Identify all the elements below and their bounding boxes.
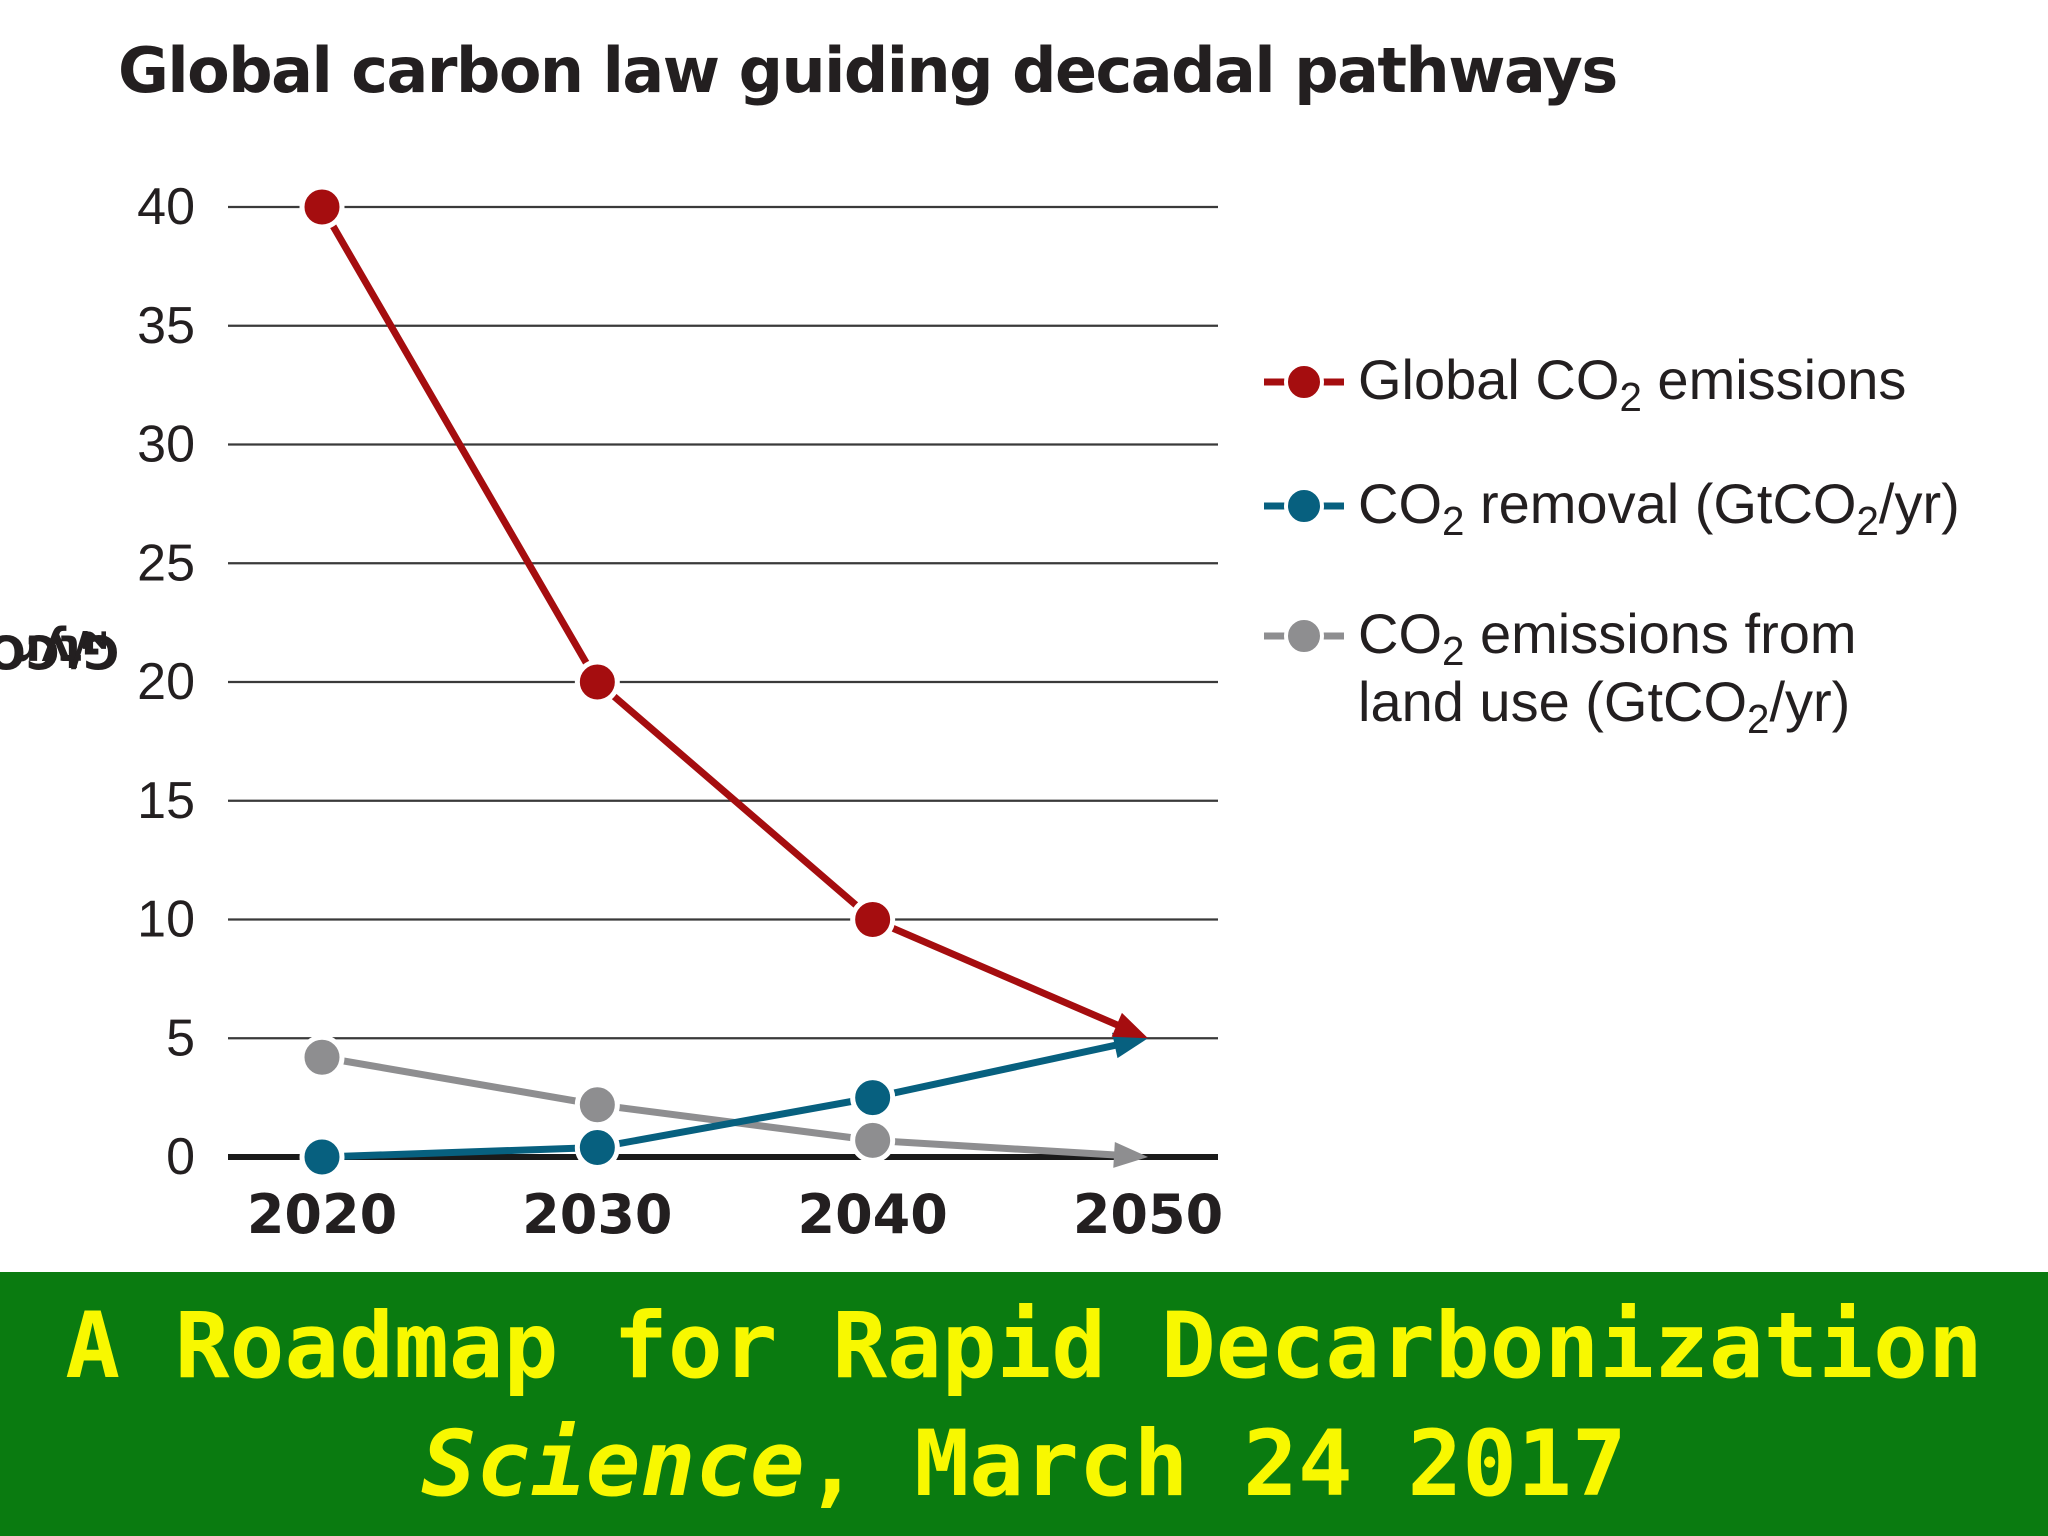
banner-headline: A Roadmap for Rapid Decarbonization (65, 1294, 1983, 1399)
banner-journal: Science (421, 1412, 805, 1517)
legend-label-part: emissions from (1464, 602, 1857, 665)
legend-label-part: CO (1358, 602, 1442, 665)
legend-label-line: land use (GtCO2/yr) (1358, 668, 1857, 739)
y-tick-label-25: 25 (137, 534, 195, 592)
y-tick-label-15: 15 (137, 772, 195, 830)
y-tick-label-35: 35 (137, 297, 195, 355)
chart-title: Global carbon law guiding decadal pathwa… (118, 34, 1618, 107)
legend-label-part: land use (GtCO (1358, 670, 1748, 733)
legend-label-part: /yr) (1878, 472, 1960, 535)
line-chart: 0 5 10 15 20 25 30 35 40 2020 2030 2040 2050 (137, 178, 1223, 1246)
y-tick-label-40: 40 (137, 178, 195, 236)
legend-swatch-marker-2 (1284, 616, 1324, 656)
legend-label-part: emissions (1641, 348, 1907, 411)
series-2-point-2020 (299, 1034, 345, 1080)
series-1-segment-0 (321, 1144, 598, 1161)
series-2-arrowhead (1113, 1141, 1148, 1168)
y-tick-label-10: 10 (137, 891, 195, 949)
series-1-segment-1 (596, 1094, 874, 1151)
series-0-point-2030 (574, 659, 620, 705)
series-2-point-2040 (850, 1117, 896, 1163)
legend-swatch-2 (1264, 616, 1344, 656)
series-0-segment-2 (871, 916, 1132, 1034)
banner-date: , March 24 2017 (804, 1412, 1627, 1517)
legend-label-line: CO2 removal (GtCO2/yr) (1358, 470, 1960, 541)
legend-swatch-marker-0 (1284, 362, 1324, 402)
y-tick-label-0: 0 (166, 1128, 195, 1186)
y-tick-label-20: 20 (137, 653, 195, 711)
series-0-segment-0 (318, 205, 601, 684)
series-1-point-2030 (574, 1125, 620, 1170)
x-tick-label-2030: 2030 (522, 1183, 672, 1246)
legend-label-part: removal (GtCO (1464, 472, 1857, 535)
legend-label-part: 2 (1442, 628, 1465, 675)
x-tick-label-2040: 2040 (798, 1183, 948, 1246)
x-tick-label-2050: 2050 (1073, 1183, 1223, 1246)
banner-citation: Science, March 24 2017 (0, 1410, 2048, 1520)
series-2-point-2030 (574, 1082, 620, 1128)
legend-label-part: 2 (1619, 374, 1642, 421)
legend-label-part: 2 (1747, 696, 1770, 743)
series-2 (299, 1034, 1148, 1168)
y-tick-label-30: 30 (137, 416, 195, 474)
legend-label-part: 2 (1442, 498, 1465, 545)
legend-label-2: CO2 emissions from land use (GtCO2/yr) (1358, 600, 1857, 739)
series-1-arrowhead (1112, 1032, 1148, 1059)
series-0-point-2040 (850, 897, 896, 942)
legend-label-part: /yr) (1769, 670, 1851, 733)
legend-label-line: Global CO2 emissions (1358, 346, 1907, 417)
series-2-segment-0 (321, 1053, 598, 1109)
x-tick-label-2020: 2020 (247, 1183, 397, 1246)
series-1 (299, 1032, 1148, 1180)
series-0-segment-1 (595, 679, 875, 923)
legend-label-part: Global CO (1358, 348, 1620, 411)
series-0 (299, 184, 1148, 1039)
legend-label-1: CO2 removal (GtCO2/yr) (1358, 470, 1960, 541)
banner: A Roadmap for Rapid Decarbonization Scie… (0, 1272, 2048, 1536)
legend-label-part: 2 (1856, 498, 1879, 545)
series-2-segment-2 (872, 1136, 1129, 1160)
legend-swatch-1 (1264, 486, 1344, 526)
legend-label-line: CO2 emissions from (1358, 600, 1857, 671)
legend-swatch-marker-1 (1284, 486, 1324, 526)
series-0-arrowhead (1111, 1012, 1148, 1039)
legend-swatch-0 (1264, 362, 1344, 402)
legend-label-part: CO (1358, 472, 1442, 535)
series-0-point-2020 (299, 184, 345, 230)
y-tick-label-5: 5 (166, 1009, 195, 1067)
series-1-point-2040 (850, 1075, 896, 1121)
series-1-segment-2 (871, 1039, 1130, 1102)
series-1-point-2020 (299, 1134, 345, 1180)
legend-label-0: Global CO2 emissions (1358, 346, 1907, 417)
